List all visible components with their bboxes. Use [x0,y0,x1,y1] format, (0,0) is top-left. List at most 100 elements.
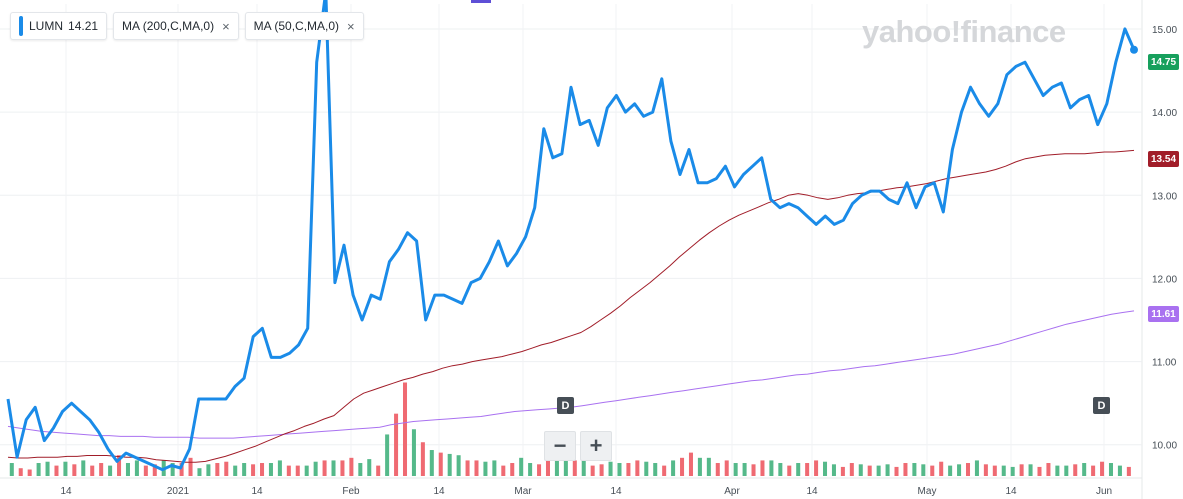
volume-bar [983,464,988,476]
volume-bar [1028,464,1033,476]
volume-bar [63,461,68,476]
volume-bar [680,457,685,476]
volume-bar [572,460,577,476]
volume-bar [831,464,836,476]
volume-bar [1091,465,1096,476]
x-tick-label: Apr [724,486,740,497]
volume-bar [18,468,23,476]
x-tick-label: May [918,486,937,497]
y-tick-label: 14.00 [1152,108,1177,119]
volume-bar [778,463,783,476]
volume-bar [742,463,747,476]
volume-bar [510,463,515,476]
volume-bar [1108,463,1113,476]
volume-bar [653,463,658,476]
ma200-price-tag: 11.61 [1148,306,1179,322]
volume-bar [367,459,372,476]
volume-bar [867,465,872,476]
volume-bar [134,460,139,476]
volume-bar [438,452,443,476]
volume-bar [1100,461,1105,476]
volume-bar [1037,466,1042,476]
volume-bar [376,465,381,476]
volume-bar [143,465,148,476]
close-icon[interactable]: × [347,18,355,34]
volume-bar [1001,465,1006,476]
volume-bar [465,460,470,476]
volume-bar [1064,465,1069,476]
volume-bar [295,465,300,476]
volume-bar [188,457,193,476]
volume-bar [268,463,273,476]
volume-bar [179,463,184,476]
volume-bar [590,465,595,476]
volume-bar [1046,463,1051,476]
volume-bar [724,460,729,476]
volume-bar [796,463,801,476]
x-tick-label: 2021 [167,486,190,497]
zoom-out-button[interactable]: − [544,431,576,461]
legend: LUMN 14.21 MA (200,C,MA,0) × MA (50,C,MA… [10,12,364,40]
volume-bar [313,461,318,476]
zoom-in-button[interactable]: + [580,431,612,461]
x-tick-label: 14 [60,486,72,497]
volume-bar [903,463,908,476]
close-icon[interactable]: × [222,18,230,34]
last-price-tag: 14.75 [1148,54,1179,70]
volume-bar [170,463,175,476]
volume-bar [849,463,854,476]
x-tick-label: 14 [433,486,445,497]
legend-price: 14.21 [68,19,99,33]
volume-bar [251,464,256,476]
volume-bar [277,460,282,476]
volume-bar [340,460,345,476]
volume-bar [394,413,399,476]
legend-ma50-label: MA (50,C,MA,0) [253,19,340,33]
last-price-dot [1130,45,1138,54]
legend-ma200-chip[interactable]: MA (200,C,MA,0) × [113,12,239,40]
volume-bar [965,463,971,476]
y-tick-label: 10.00 [1152,441,1177,452]
volume-bar [626,463,631,476]
volume-bar [27,469,32,476]
volume-bar [1055,465,1060,476]
volume-bar [492,460,497,476]
range-indicator [471,0,491,3]
legend-ma50-chip[interactable]: MA (50,C,MA,0) × [244,12,364,40]
volume-bar [233,465,238,476]
volume-bar [501,465,506,476]
volume-bar [242,463,247,476]
dividend-marker[interactable]: D [557,397,574,414]
volume-bar [599,464,604,476]
volume-bar [9,463,14,476]
volume-bar [581,455,586,476]
x-tick-label: Jun [1096,486,1112,497]
x-tick-label: 14 [806,486,818,497]
volume-bar [715,463,720,476]
volume-bar [224,461,229,476]
volume-bar [483,461,488,476]
volume-bar [563,460,568,476]
volume-bar [349,457,354,476]
x-tick-label: Mar [514,486,532,497]
volume-bar [45,461,50,476]
volume-bar [1117,465,1122,476]
x-tick-label: Feb [342,486,360,497]
volume-bar [420,442,425,476]
volume-bar [429,450,434,476]
dividend-marker[interactable]: D [1093,397,1110,414]
volume-bar [519,457,524,476]
volume-bar [814,460,819,476]
legend-price-chip[interactable]: LUMN 14.21 [10,12,108,40]
ma200-line [7,310,1135,439]
volume-bar [206,464,211,476]
volume-bar [447,453,452,476]
volume-bar [894,466,899,476]
volume-bar [688,452,693,476]
volume-bar [90,465,95,476]
volume-bar [840,466,845,476]
volume-bar [331,460,336,476]
legend-ma200-label: MA (200,C,MA,0) [122,19,215,33]
